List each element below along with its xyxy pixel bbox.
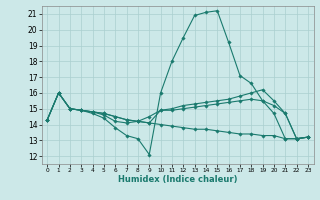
X-axis label: Humidex (Indice chaleur): Humidex (Indice chaleur)	[118, 175, 237, 184]
